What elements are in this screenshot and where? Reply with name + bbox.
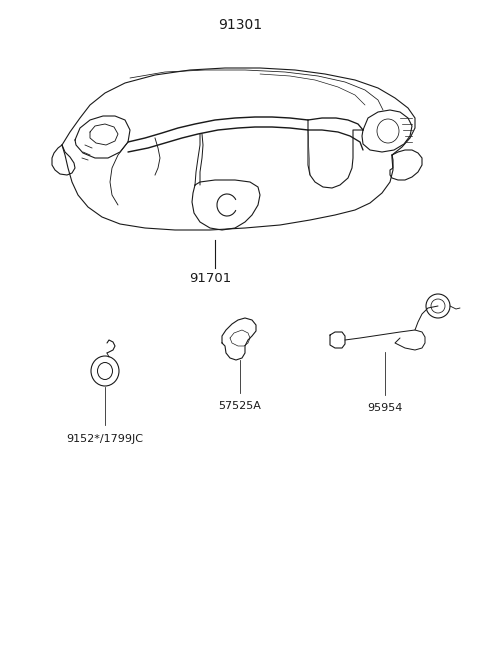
Text: 91701: 91701 [189,271,231,284]
Text: 57525A: 57525A [218,401,262,411]
Text: 9152*/1799JC: 9152*/1799JC [67,434,144,444]
Text: 95954: 95954 [367,403,403,413]
Text: 91301: 91301 [218,18,262,32]
